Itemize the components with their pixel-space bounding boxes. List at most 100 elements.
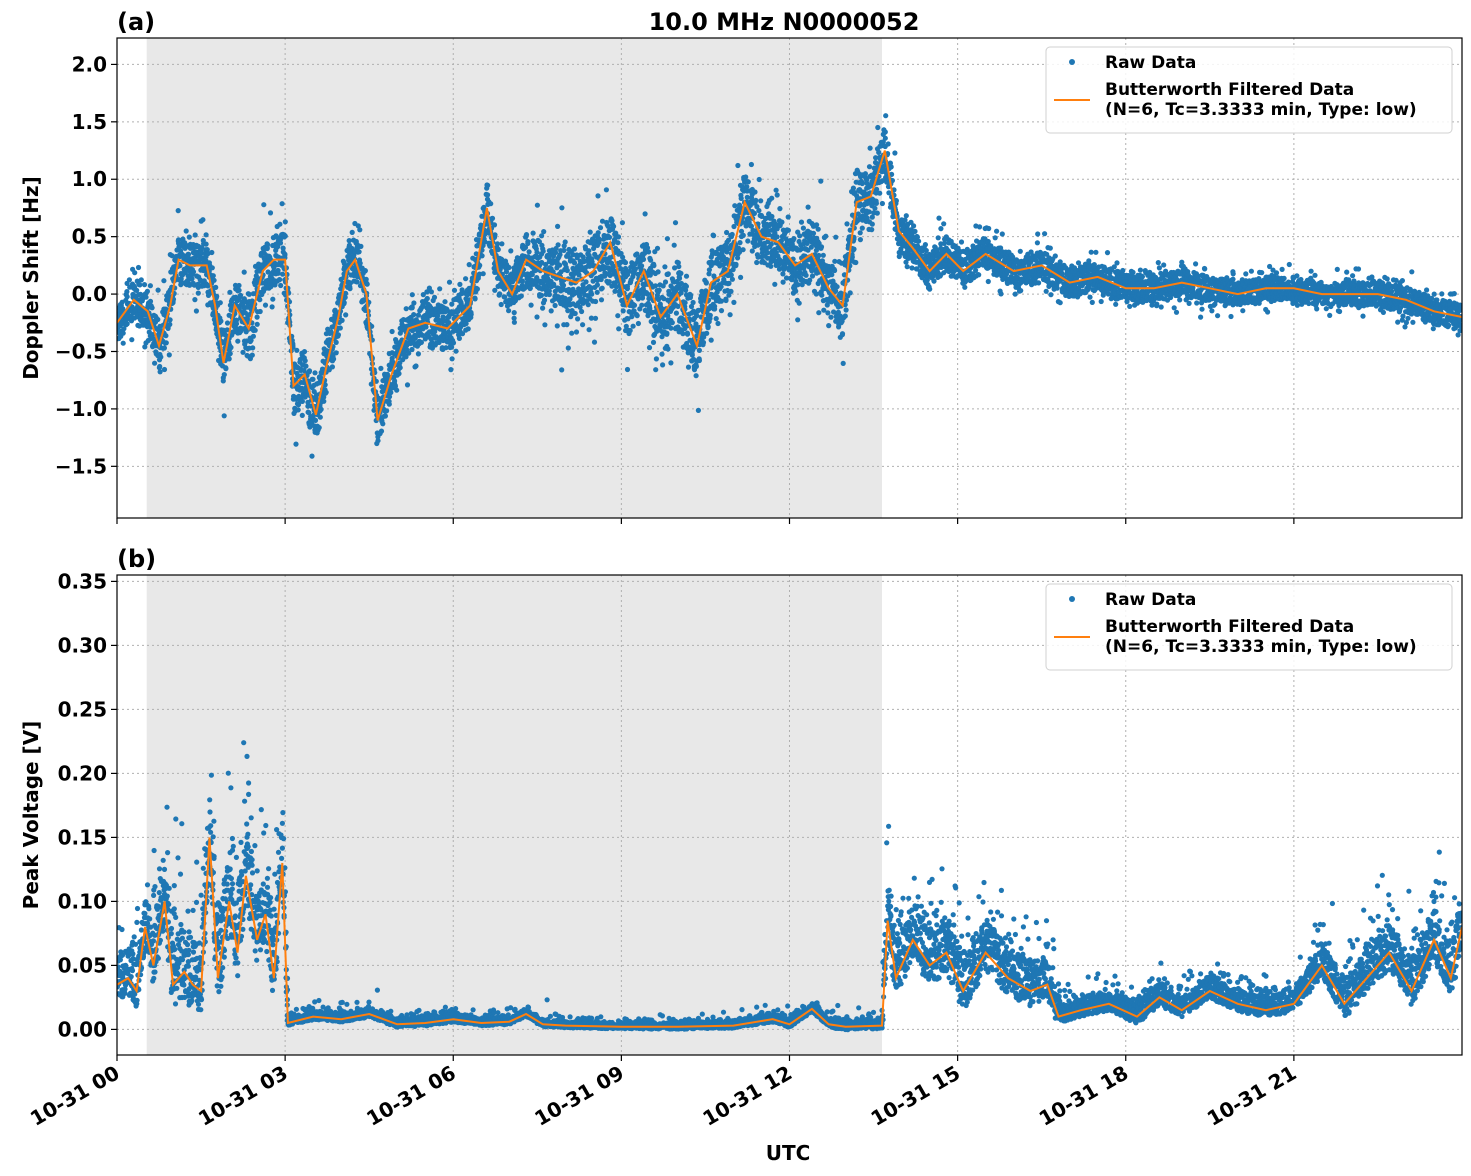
- raw-point: [758, 198, 763, 203]
- raw-point: [607, 279, 612, 284]
- raw-point: [302, 349, 307, 354]
- raw-point: [697, 348, 702, 353]
- raw-point: [492, 222, 497, 227]
- raw-point: [283, 219, 288, 224]
- raw-point: [680, 331, 685, 336]
- raw-point: [555, 323, 560, 328]
- raw-point: [620, 220, 625, 225]
- raw-point: [774, 188, 779, 193]
- raw-point: [204, 232, 209, 237]
- raw-point: [411, 300, 416, 305]
- raw-point: [1018, 249, 1023, 254]
- raw-point: [481, 271, 486, 276]
- raw-point: [338, 325, 343, 330]
- raw-point: [191, 269, 196, 274]
- raw-point: [263, 303, 268, 308]
- raw-point: [709, 338, 714, 343]
- raw-point: [791, 236, 796, 241]
- raw-point: [678, 271, 683, 276]
- raw-point: [726, 281, 731, 286]
- raw-point: [632, 303, 637, 308]
- raw-point: [214, 294, 219, 299]
- raw-point: [411, 312, 416, 317]
- raw-point: [129, 337, 134, 342]
- raw-point: [673, 220, 678, 225]
- raw-point: [512, 310, 517, 315]
- raw-point: [596, 230, 601, 235]
- raw-point: [816, 310, 821, 315]
- raw-point: [848, 290, 853, 295]
- raw-point: [927, 287, 932, 292]
- raw-point: [557, 263, 562, 268]
- raw-point: [883, 136, 888, 141]
- raw-point: [959, 239, 964, 244]
- raw-point: [611, 224, 616, 229]
- raw-point: [1055, 286, 1060, 291]
- raw-point: [565, 268, 570, 273]
- raw-point: [566, 345, 571, 350]
- raw-point: [124, 289, 129, 294]
- raw-point: [265, 242, 270, 247]
- raw-point: [255, 315, 260, 320]
- raw-point: [261, 202, 266, 207]
- raw-point: [615, 313, 620, 318]
- raw-point: [628, 328, 633, 333]
- raw-point: [931, 279, 936, 284]
- raw-point: [145, 289, 150, 294]
- raw-point: [1053, 253, 1058, 258]
- raw-point: [542, 322, 547, 327]
- raw-point: [651, 262, 656, 267]
- raw-point: [697, 356, 702, 361]
- raw-point: [387, 402, 392, 407]
- raw-point: [300, 399, 305, 404]
- raw-point: [754, 260, 759, 265]
- raw-point: [250, 353, 255, 358]
- raw-point: [574, 329, 579, 334]
- raw-point: [986, 226, 991, 231]
- raw-point: [870, 222, 875, 227]
- raw-point: [670, 320, 675, 325]
- raw-point: [756, 208, 761, 213]
- raw-point: [911, 223, 916, 228]
- raw-point: [1087, 295, 1092, 300]
- raw-point: [634, 312, 639, 317]
- raw-point: [883, 129, 888, 134]
- raw-point: [234, 321, 239, 326]
- raw-point: [125, 294, 130, 299]
- raw-point: [451, 340, 456, 345]
- raw-point: [685, 331, 690, 336]
- raw-point: [730, 277, 735, 282]
- raw-point: [453, 349, 458, 354]
- raw-point: [663, 279, 668, 284]
- raw-point: [806, 205, 811, 210]
- raw-point: [1048, 292, 1053, 297]
- raw-point: [625, 367, 630, 372]
- figure-title: 10.0 MHz N0000052: [649, 8, 920, 36]
- raw-point: [828, 315, 833, 320]
- raw-point: [405, 382, 410, 387]
- raw-point: [853, 260, 858, 265]
- raw-point: [668, 326, 673, 331]
- raw-point: [152, 361, 157, 366]
- raw-point: [1113, 302, 1118, 307]
- raw-point: [858, 230, 863, 235]
- raw-point: [242, 270, 247, 275]
- raw-point: [561, 283, 566, 288]
- raw-point: [679, 290, 684, 295]
- raw-point: [799, 220, 804, 225]
- raw-point: [196, 291, 201, 296]
- raw-point: [392, 378, 397, 383]
- raw-point: [818, 179, 823, 184]
- raw-point: [561, 248, 566, 253]
- raw-point: [363, 268, 368, 273]
- raw-point: [378, 366, 383, 371]
- raw-point: [875, 125, 880, 130]
- raw-point: [840, 331, 845, 336]
- raw-point: [488, 201, 493, 206]
- raw-point: [646, 249, 651, 254]
- raw-point: [416, 313, 421, 318]
- raw-point: [222, 413, 227, 418]
- raw-point: [841, 361, 846, 366]
- raw-point: [651, 340, 656, 345]
